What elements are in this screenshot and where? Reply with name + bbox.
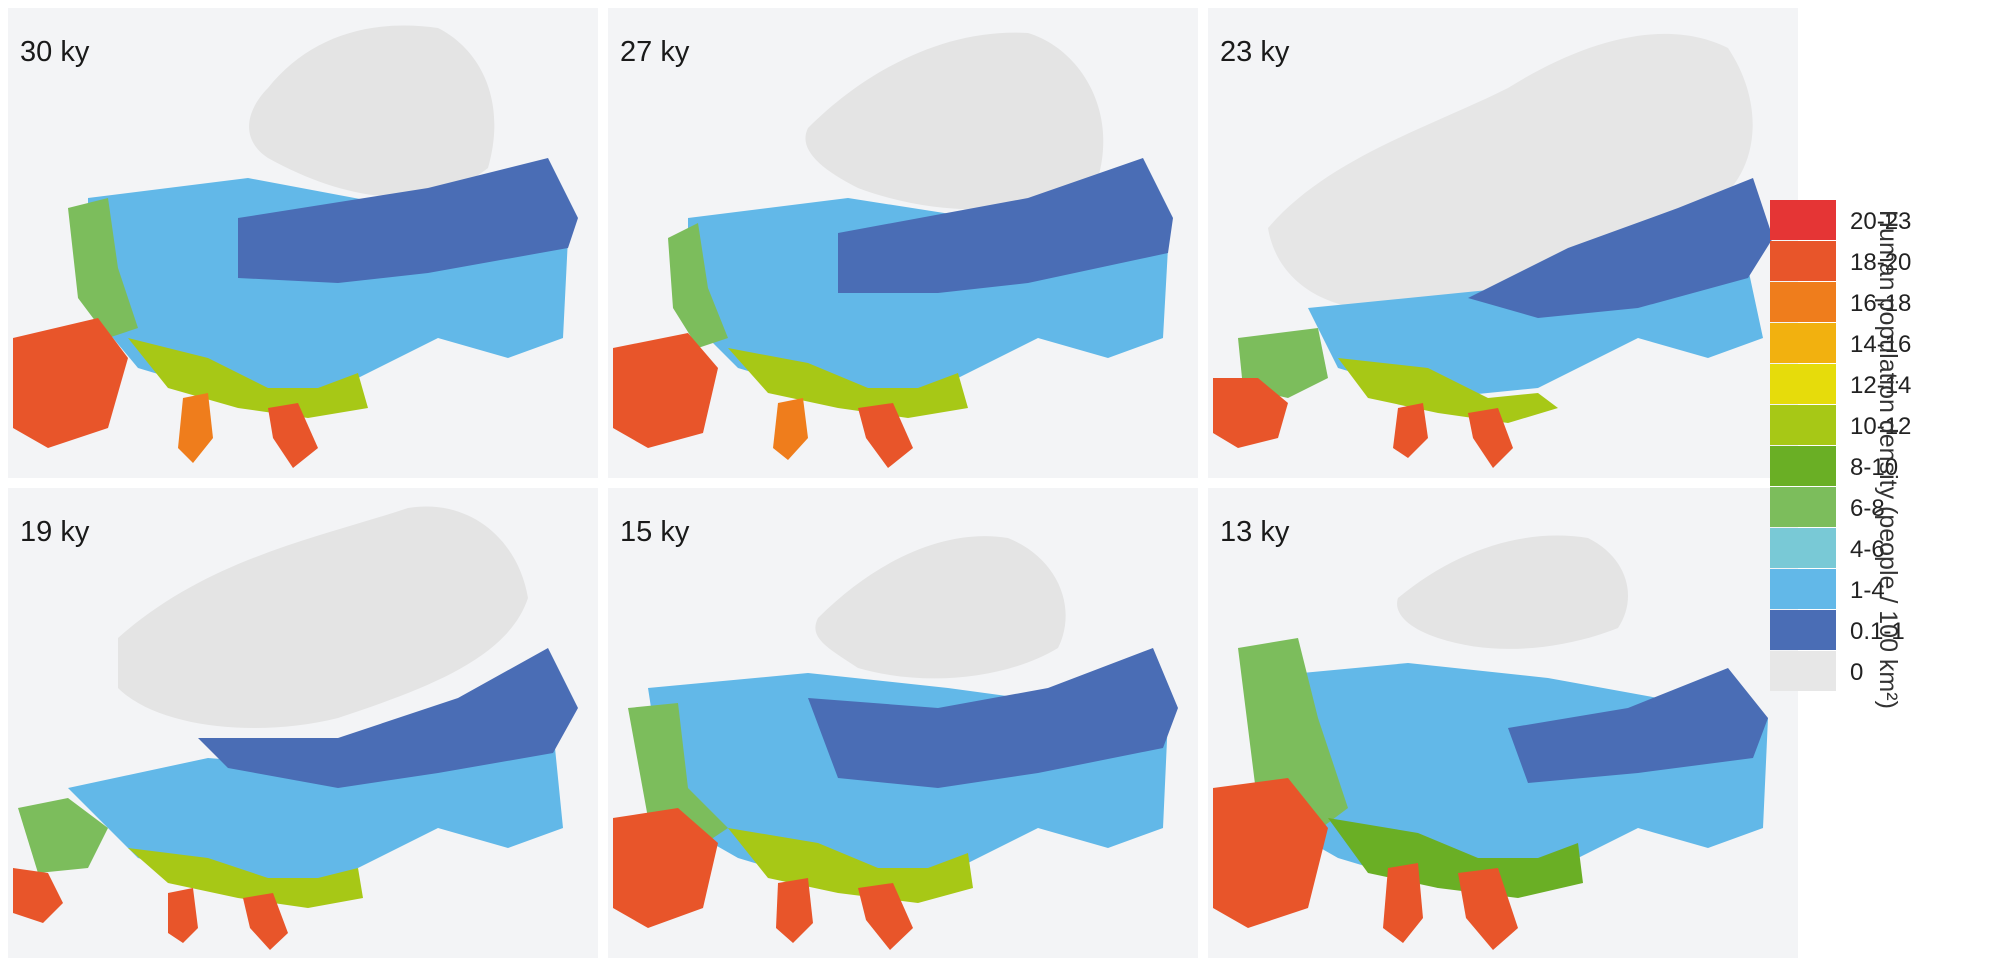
zone-18-20 (178, 393, 213, 463)
zone-0-1 (838, 158, 1173, 293)
legend-swatch (1770, 405, 1836, 445)
map-panel-13ky: 13 ky (1208, 488, 1798, 958)
map-panel-30ky: 30 ky (8, 8, 598, 478)
legend-label: 20-23 (1850, 208, 1912, 235)
population-map (13, 506, 578, 950)
zone-0-1 (198, 648, 578, 788)
zone-18-20 (1393, 403, 1428, 458)
legend-swatch (1770, 528, 1836, 568)
legend-item: 20-23 (1770, 200, 2000, 241)
legend-swatch (1770, 323, 1836, 363)
legend-label: 6-8 (1850, 495, 1885, 522)
zone-18-20 (1458, 868, 1518, 950)
time-label: 23 ky (1220, 36, 1290, 68)
time-label: 30 ky (20, 36, 90, 68)
legend-swatch (1770, 569, 1836, 609)
zone-6-8 (68, 198, 138, 338)
zone-16-20 (13, 318, 128, 448)
zone-18-20 (268, 403, 318, 468)
zone-0-1 (808, 648, 1178, 788)
ice-sheet (249, 25, 495, 197)
population-map (613, 32, 1173, 468)
legend-swatch (1770, 364, 1836, 404)
time-label: 19 ky (20, 516, 90, 548)
population-map (613, 536, 1178, 950)
zone-0-1 (1468, 178, 1773, 318)
map-panel-15ky: 15 ky (608, 488, 1198, 958)
zone-6-8 (668, 223, 728, 348)
zone-18-20 (168, 888, 198, 943)
legend-title: Human population density (people / 100 k… (1874, 210, 1902, 709)
legend-swatch (1770, 487, 1836, 527)
legend-label: 16-18 (1850, 290, 1912, 317)
legend-swatch (1770, 446, 1836, 486)
population-map (1213, 535, 1768, 950)
legend-item: 6-8 (1770, 487, 2000, 528)
time-label: 27 ky (620, 36, 690, 68)
legend-label: 4-6 (1850, 536, 1885, 563)
legend-item: 16-18 (1770, 282, 2000, 323)
legend-item: 0 (1770, 651, 2000, 692)
legend-swatch (1770, 200, 1836, 240)
zone-8-12 (1338, 358, 1558, 423)
zone-8-12 (128, 848, 363, 908)
zone-16-20 (613, 808, 718, 928)
population-map (1213, 33, 1773, 468)
map-panel-23ky: 23 ky (1208, 8, 1798, 478)
legend-label: 0 (1850, 659, 1864, 686)
legend-label: 14-16 (1850, 331, 1912, 358)
zone-16-20 (1213, 778, 1328, 928)
legend-item: 1-4 (1770, 569, 2000, 610)
zone-18-20 (1383, 863, 1423, 943)
zone-18-20 (776, 878, 813, 943)
legend-label: 12-14 (1850, 372, 1912, 399)
zone-8-12 (728, 828, 973, 903)
legend-label: 1-4 (1850, 577, 1885, 604)
legend-swatch (1770, 651, 1836, 691)
legend-item: 14-16 (1770, 323, 2000, 364)
zone-18-20 (858, 403, 913, 468)
time-label: 13 ky (1220, 516, 1290, 548)
ice-sheet (118, 506, 528, 728)
legend-label: 0.1-1 (1850, 618, 1905, 645)
map-panel-19ky: 19 ky (8, 488, 598, 958)
legend-label: 18-20 (1850, 249, 1912, 276)
legend-item: 8-10 (1770, 446, 2000, 487)
zone-8-12 (728, 348, 968, 418)
ice-sheet (815, 536, 1066, 679)
zone-16-20 (613, 333, 718, 448)
population-map (13, 25, 578, 468)
map-panel-27ky: 27 ky (608, 8, 1198, 478)
legend-item: 0.1-1 (1770, 610, 2000, 651)
time-label: 15 ky (620, 516, 690, 548)
zone-18-20 (773, 398, 808, 460)
zone-16-20 (1213, 378, 1288, 448)
zone-8-12 (128, 338, 368, 418)
zone-0-1 (238, 158, 578, 283)
zone-0-1 (1508, 668, 1768, 783)
legend-swatch (1770, 241, 1836, 281)
zone-6-8 (18, 798, 108, 873)
ice-sheet (1397, 535, 1628, 649)
legend-swatch (1770, 610, 1836, 650)
legend-label: 10-12 (1850, 413, 1912, 440)
zone-18-20 (858, 883, 913, 950)
legend-item: 4-6 (1770, 528, 2000, 569)
legend-label: 8-10 (1850, 454, 1899, 481)
zone-16-20 (13, 868, 63, 923)
legend-item: 18-20 (1770, 241, 2000, 282)
ice-sheet (805, 32, 1104, 210)
legend-item: 10-12 (1770, 405, 2000, 446)
zone-6-8 (628, 703, 728, 848)
zone-18-20 (243, 893, 288, 950)
zone-18-20 (1468, 408, 1513, 468)
legend-item: 12-14 (1770, 364, 2000, 405)
legend-swatch (1770, 282, 1836, 322)
